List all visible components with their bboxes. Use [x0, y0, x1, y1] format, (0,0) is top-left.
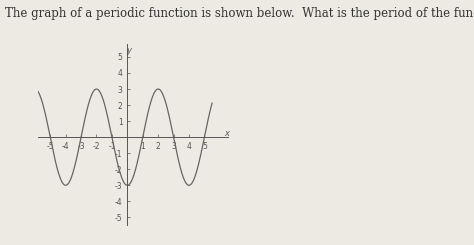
- Text: The graph of a periodic function is shown below.  What is the period of the func: The graph of a periodic function is show…: [5, 7, 474, 20]
- Text: y: y: [127, 46, 132, 55]
- Text: x: x: [224, 129, 229, 138]
